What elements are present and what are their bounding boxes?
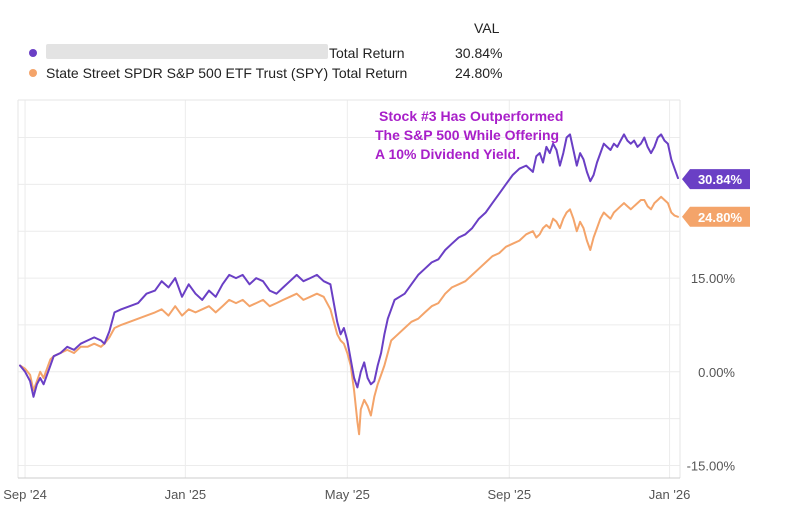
redacted-name-block — [46, 44, 328, 59]
legend-header: VAL — [474, 20, 500, 36]
legend-value-spy: 24.80% — [455, 65, 502, 81]
value-badge-spy-label: 24.80% — [698, 210, 743, 225]
legend-label-spy: State Street SPDR S&P 500 ETF Trust (SPY… — [46, 65, 407, 81]
value-badge-stock — [682, 169, 750, 190]
legend-value-stock: 30.84% — [455, 45, 502, 61]
grid-lines — [18, 100, 680, 478]
annotation-line-2: The S&P 500 While Offering — [375, 127, 559, 143]
x-tick-label: Sep '25 — [487, 487, 531, 502]
x-tick-label: Sep '24 — [3, 487, 47, 502]
value-badge-spy — [682, 206, 750, 227]
annotation-line-3: A 10% Dividend Yield. — [375, 146, 520, 162]
legend-marker-stock — [29, 49, 37, 57]
value-badges: 30.84% 24.80% — [682, 169, 750, 227]
annotation-line-1: Stock #3 Has Outperformed — [379, 108, 563, 124]
y-tick-label: 0.00% — [698, 365, 735, 380]
legend-label-stock: Total Return — [329, 45, 404, 61]
tick-labels: Sep '24 Jan '25 May '25 Sep '25 Jan '26 15.00… — [3, 271, 735, 502]
y-tick-label: 15.00% — [691, 271, 736, 286]
y-tick-label: -15.00% — [687, 459, 736, 474]
x-tick-label: Jan '26 — [649, 487, 691, 502]
series-line-stock — [19, 133, 679, 398]
value-badge-stock-label: 30.84% — [698, 172, 743, 187]
x-tick-label: May '25 — [325, 487, 370, 502]
x-tick-label: Jan '25 — [165, 487, 207, 502]
series-line-spy — [19, 195, 679, 436]
series-layer — [19, 133, 679, 436]
legend-marker-spy — [29, 69, 37, 77]
